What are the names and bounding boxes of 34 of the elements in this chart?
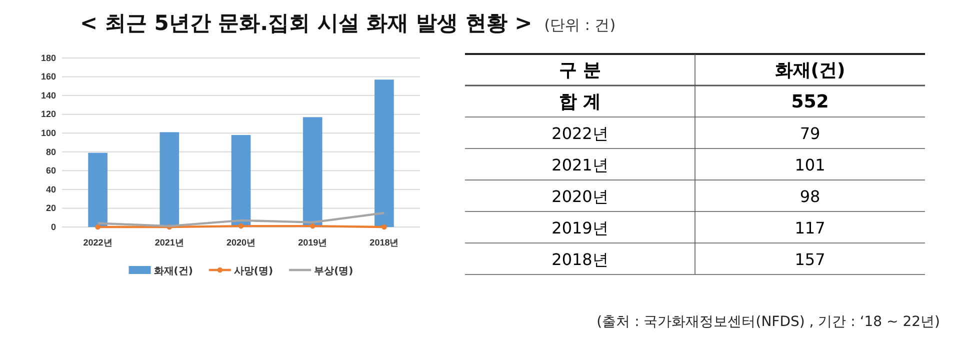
category-label: 2021년 [552, 155, 608, 174]
text: 98 [800, 186, 820, 206]
y-tick-label: 40 [46, 184, 56, 194]
text: 합 계 [558, 91, 602, 112]
text: 117 [794, 218, 826, 238]
y-tick-label: 120 [40, 109, 56, 120]
category-label: 2020년 [552, 186, 608, 206]
x-tick-label: 2018년 [370, 237, 399, 248]
x-tick-label: 2021년 [154, 237, 184, 248]
chart-title: < 최근 5년간 문화.집회 시설 화재 발생 현황 > [80, 11, 532, 35]
legend-label: 사망(명) [234, 266, 274, 277]
x-tick-label: 2019년 [298, 237, 328, 248]
y-tick-label: 180 [40, 52, 56, 63]
y-tick-label: 80 [46, 146, 56, 157]
y-tick-label: 20 [46, 203, 56, 214]
legend-label: 부상(명) [314, 266, 354, 277]
text: (출처 : 국가화재정보센터(NFDS) , 기간 : ‘18 ~ 22년) [596, 314, 940, 330]
x-tick-label: 2022년 [83, 237, 112, 248]
text: 화재(건) [774, 60, 846, 81]
text: 79 [800, 124, 820, 143]
y-tick-label: 140 [40, 90, 56, 100]
y-tick-label: 0 [50, 222, 56, 232]
legend-label: 화재(건) [154, 266, 193, 277]
text: 552 [791, 91, 829, 112]
text: 101 [794, 155, 826, 174]
text: 157 [794, 250, 826, 269]
text: 구 분 [558, 60, 602, 81]
text: (단위 : 건) [544, 16, 616, 34]
x-tick-label: 2020년 [226, 237, 256, 248]
y-tick-label: 160 [40, 72, 56, 82]
category-label: 2022년 [552, 124, 608, 143]
y-tick-label: 60 [46, 166, 56, 176]
category-label: 2018년 [552, 250, 608, 269]
y-tick-label: 100 [40, 128, 56, 138]
